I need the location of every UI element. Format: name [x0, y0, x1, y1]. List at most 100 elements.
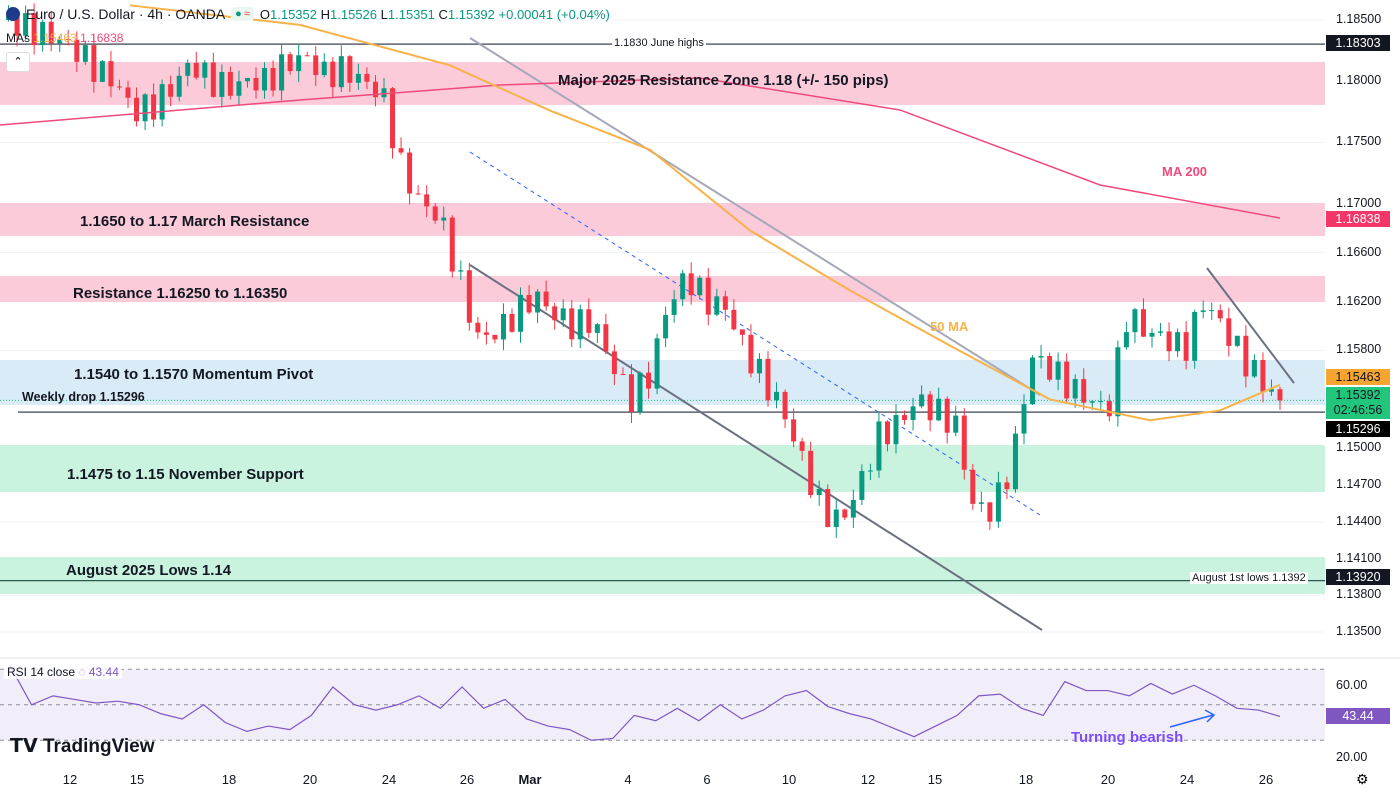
time-tick: 24: [1179, 772, 1195, 787]
candle-body: [1277, 389, 1283, 401]
price-tick: 1.16600: [1336, 244, 1382, 259]
tradingview-logo[interactable]: 𝗧𝗩 TradingView: [10, 736, 155, 757]
candle-body: [1047, 356, 1053, 380]
candle-body: [646, 372, 652, 389]
candle-body: [1140, 309, 1146, 337]
rsi-settings-icon[interactable]: ◌: [78, 665, 86, 679]
candle-body: [210, 62, 216, 97]
zone-label-major-resistance: Major 2025 Resistance Zone 1.18 (+/- 150…: [558, 72, 889, 89]
market-open-icon: ●: [235, 8, 242, 20]
candle-body: [697, 277, 703, 296]
candle-body: [355, 73, 361, 83]
june-highs-label: 1.1830 June highs: [612, 37, 706, 49]
ma-legend[interactable]: MAs 1.15463 1.16838: [6, 31, 124, 45]
price-tick: 1.17000: [1336, 195, 1382, 210]
candle-body: [40, 21, 46, 46]
time-tick: 20: [1100, 772, 1116, 787]
time-tick: 26: [459, 772, 475, 787]
candle-body: [594, 324, 600, 333]
candle-body: [381, 88, 387, 98]
zone-label-resistance: Resistance 1.16250 to 1.16350: [73, 285, 288, 302]
candle-body: [1166, 331, 1172, 352]
ma50-label: 50 MA: [930, 319, 969, 334]
candle-body: [458, 270, 464, 272]
candle-body: [347, 56, 353, 83]
time-tick: Mar: [518, 772, 542, 787]
zone-resistance: [0, 202, 1325, 237]
candle-body: [1209, 310, 1215, 312]
weekly-drop-label: Weekly drop 1.15296: [22, 390, 145, 404]
candle-body: [833, 509, 839, 527]
time-tick: 26: [1258, 772, 1274, 787]
candle-body: [142, 94, 148, 122]
candle-body: [159, 84, 165, 120]
candle-body: [509, 313, 515, 332]
candle-body: [65, 39, 71, 41]
price-tick: 1.18500: [1336, 12, 1382, 26]
candle-body: [927, 394, 933, 421]
candle-body: [944, 398, 950, 433]
ma50-price-tag: 1.15463: [1326, 369, 1390, 385]
candle-body: [603, 324, 609, 352]
candle-body: [270, 67, 276, 91]
short-downtrend-line: [1206, 267, 1295, 384]
candle-body: [176, 75, 182, 97]
turning-bearish-arrow: [1169, 709, 1216, 728]
candle-body: [116, 86, 122, 88]
ma50-line: [129, 4, 1281, 422]
candle-body: [449, 217, 455, 272]
candle-body: [970, 469, 976, 504]
candle-body: [774, 391, 780, 401]
candle-body: [714, 296, 720, 315]
turning-bearish-label: Turning bearish: [1071, 729, 1184, 746]
candle-body: [151, 94, 157, 120]
candle-body: [748, 334, 754, 374]
candle-body: [637, 372, 643, 413]
candle-body: [543, 291, 549, 307]
candle-body: [253, 77, 259, 91]
candle-body: [168, 84, 174, 97]
candle-body: [321, 61, 327, 76]
price-tick: 1.15800: [1336, 342, 1382, 357]
candle-body: [236, 81, 242, 96]
candle-body: [1064, 361, 1070, 399]
price-tick: 1.16200: [1336, 293, 1382, 308]
candle-body: [338, 56, 344, 88]
candle-body: [398, 148, 404, 153]
candle-body: [193, 62, 199, 78]
channel-upper-line: [469, 37, 1041, 396]
candle-body: [1089, 401, 1095, 403]
candle-body: [569, 308, 575, 340]
price-tick: 1.15000: [1336, 440, 1382, 455]
candle-body: [577, 309, 583, 340]
candle-body: [526, 294, 532, 313]
candle-body: [1038, 356, 1044, 358]
candle-body: [125, 87, 131, 98]
zone-label-march-resistance: 1.1650 to 1.17 March Resistance: [80, 213, 310, 230]
zone-pivot: [0, 360, 1325, 405]
candle-body: [407, 152, 413, 194]
collapse-legend-button[interactable]: ⌃: [6, 52, 30, 72]
weekly-drop-price-tag: 1.15296: [1326, 421, 1390, 437]
axis-settings-gear-icon[interactable]: ⚙: [1356, 771, 1369, 787]
candle-body: [48, 21, 54, 44]
price-tick: 1.13800: [1336, 587, 1382, 602]
candle-body: [654, 338, 660, 389]
candle-body: [876, 421, 882, 471]
symbol-title[interactable]: Euro / U.S. Dollar · 4h · OANDA: [26, 6, 226, 22]
candle-body: [995, 482, 1001, 522]
candle-body: [1243, 335, 1249, 377]
market-status-pill[interactable]: ● ≈: [231, 7, 254, 21]
candle-body: [1268, 389, 1274, 392]
candle-body: [518, 294, 524, 332]
candle-body: [74, 39, 80, 62]
candle-body: [202, 62, 208, 78]
zone-support: [0, 556, 1325, 594]
candle-body: [1081, 379, 1087, 403]
zone-label-pivot: 1.1540 to 1.1570 Momentum Pivot: [74, 366, 314, 383]
candle-body: [1192, 311, 1198, 361]
candle-body: [705, 277, 711, 315]
rsi-legend[interactable]: RSI 14 close ◌ 43.44: [4, 665, 122, 679]
